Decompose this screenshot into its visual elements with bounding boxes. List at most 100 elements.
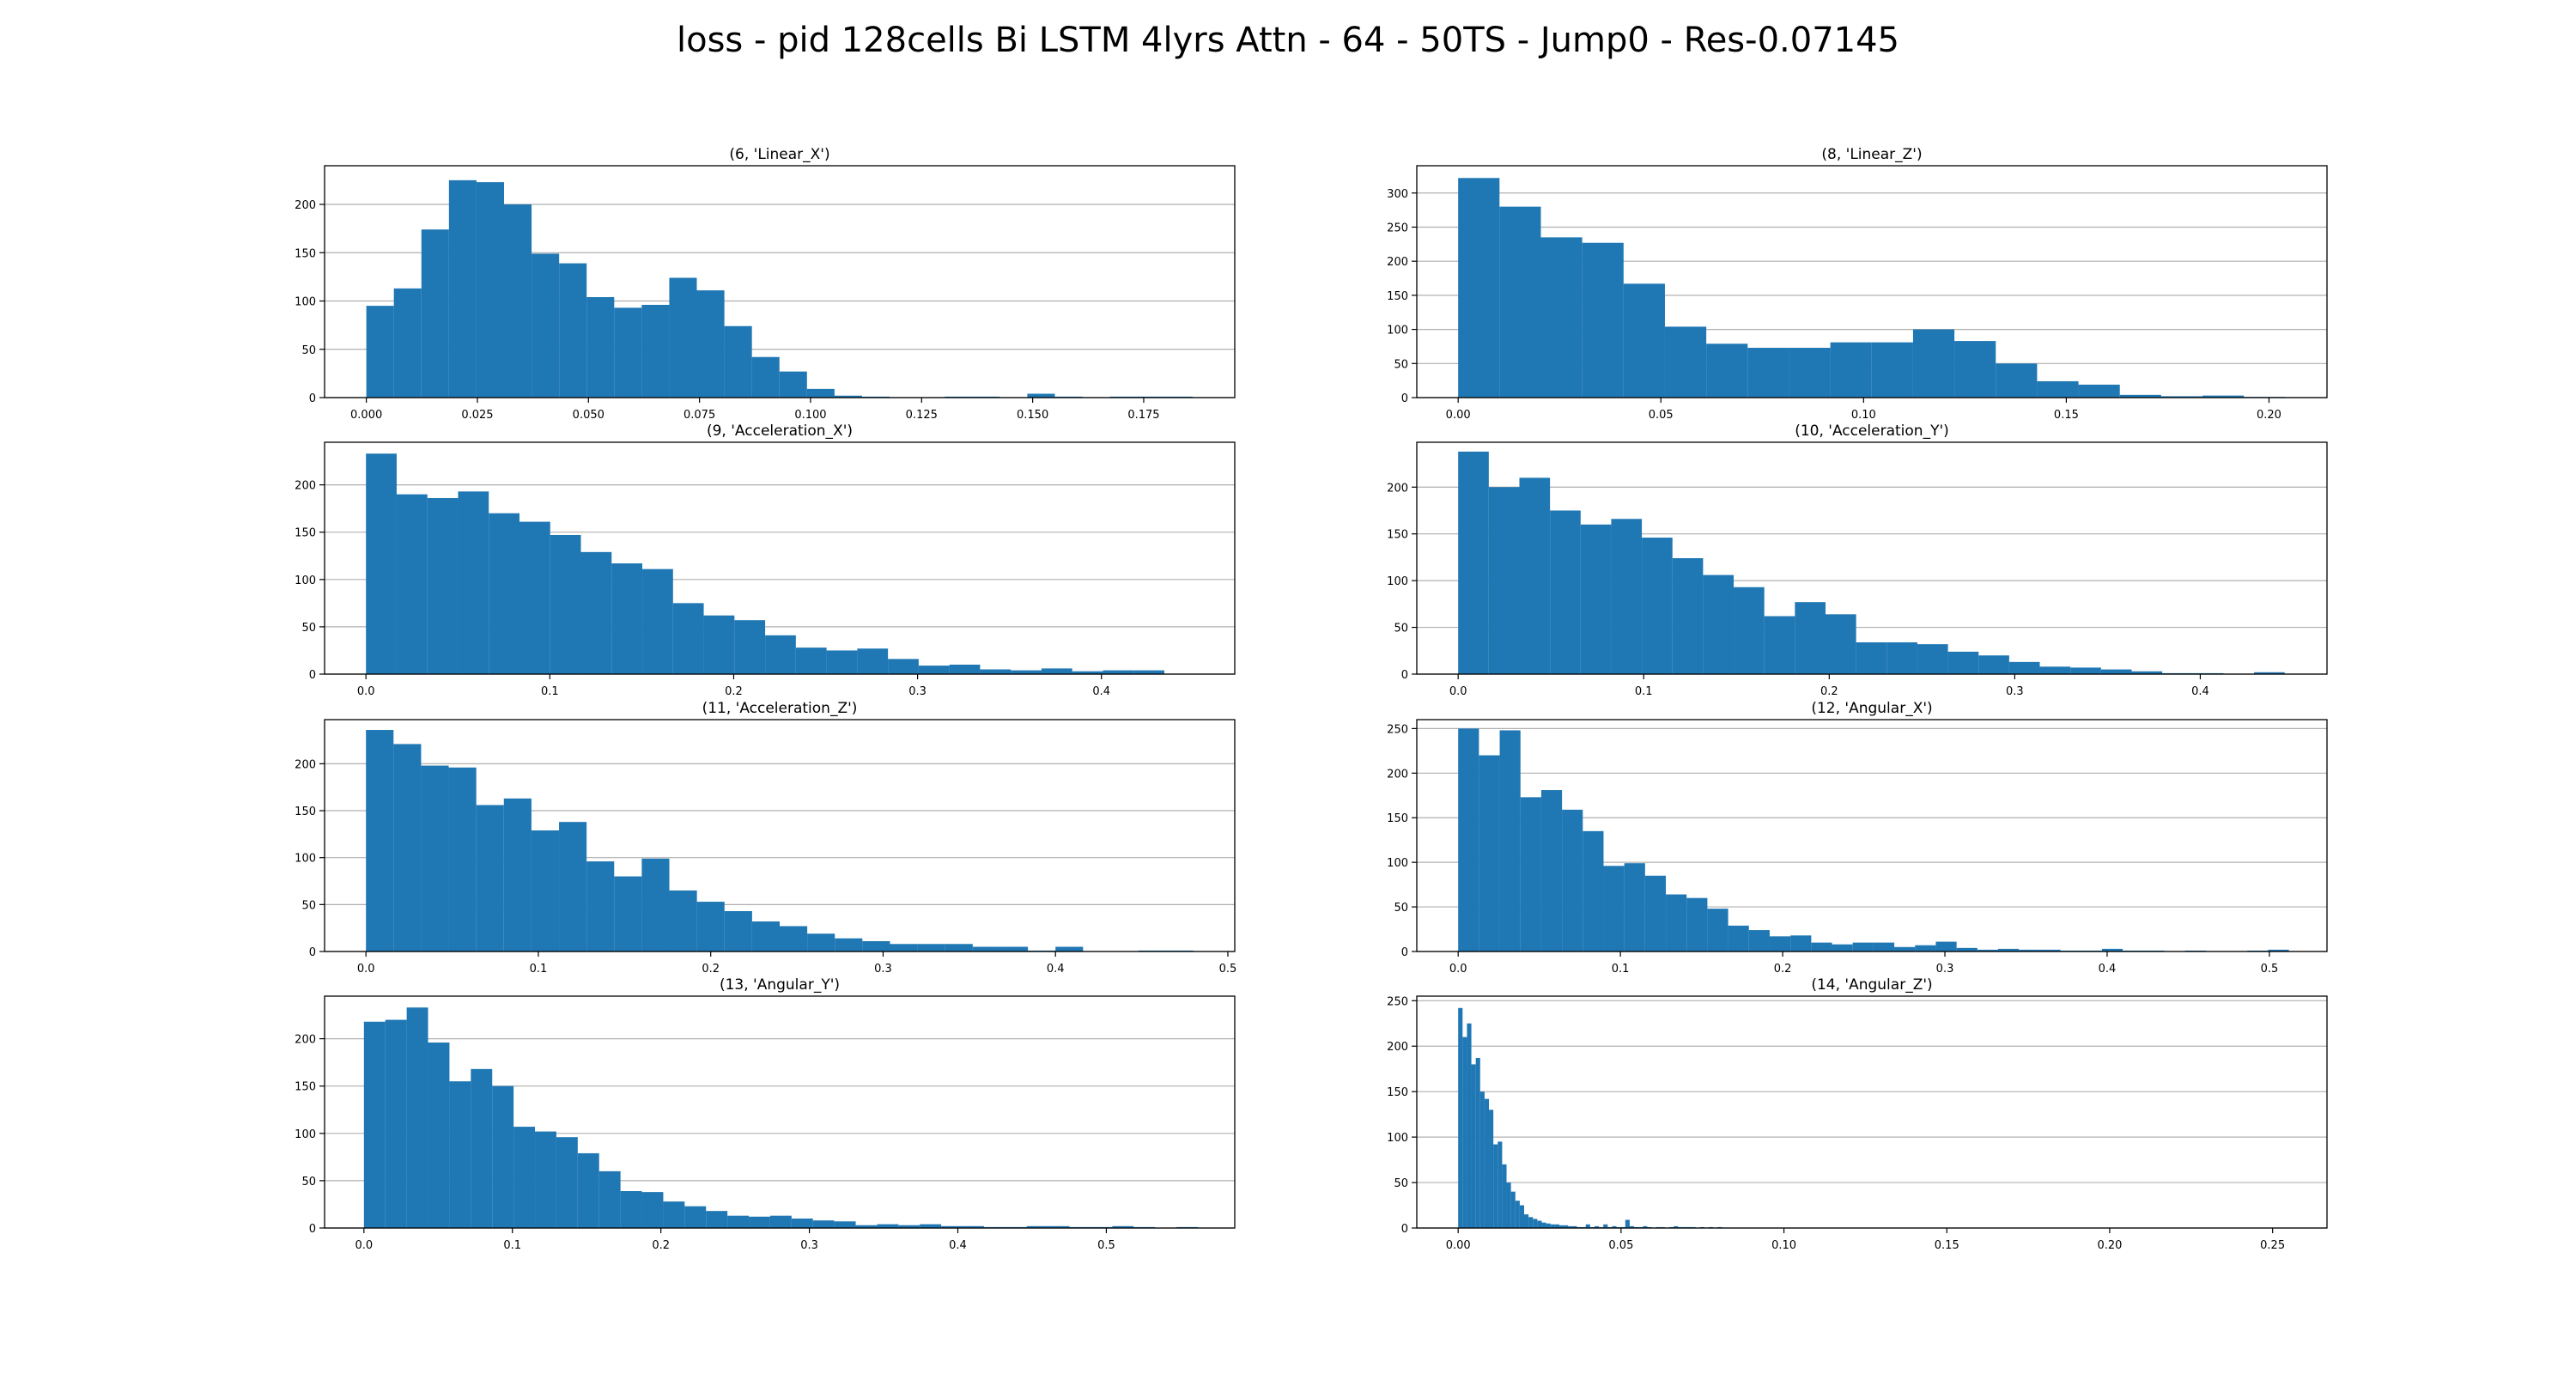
y-tick-label: 200 <box>295 480 316 493</box>
histogram-bar <box>2101 948 2123 951</box>
y-tick-label: 250 <box>1387 995 1408 1008</box>
axes-frame <box>324 995 1236 1229</box>
histogram-bar <box>1582 242 1624 398</box>
histogram-bar <box>945 944 973 951</box>
x-tick-label: 0.0 <box>1449 963 1467 976</box>
histogram-bar <box>949 664 981 674</box>
histogram-bar <box>1499 206 1541 398</box>
histogram-bar <box>1475 1058 1480 1228</box>
axes-frame <box>324 441 1236 675</box>
axes-frame <box>324 165 1236 398</box>
histogram-bar <box>855 1225 878 1228</box>
histogram-bar <box>393 288 422 398</box>
histogram-bar <box>963 1225 984 1228</box>
histogram-bar <box>1611 519 1643 674</box>
y-tick-label: 300 <box>1387 188 1408 201</box>
y-tick-label: 0 <box>1401 669 1408 682</box>
subplot-title: (8, 'Linear_Z') <box>1821 146 1922 163</box>
histogram-bar <box>1748 930 1770 951</box>
histogram-bar <box>448 767 477 951</box>
histogram-bar <box>2268 949 2289 951</box>
y-tick-label: 0 <box>309 392 316 405</box>
histogram-bar <box>791 1218 813 1228</box>
histogram-bar <box>1048 1225 1070 1228</box>
histogram-bar <box>2008 661 2040 674</box>
histogram-bar <box>1856 641 1887 674</box>
x-tick-label: 0.2 <box>652 1239 670 1252</box>
x-tick-label: 0.100 <box>794 409 826 422</box>
subplot-title: (10, 'Acceleration_Y') <box>1795 423 1949 440</box>
histogram-bar <box>724 325 752 398</box>
histogram-bar <box>1572 1225 1577 1228</box>
y-tick-label: 50 <box>301 622 316 635</box>
histogram-bar <box>1915 945 1936 951</box>
histogram-bar <box>492 1085 514 1228</box>
histogram-bar <box>835 938 863 951</box>
y-tick-label: 200 <box>295 199 316 212</box>
histogram-bar <box>1112 1225 1134 1228</box>
histogram-bar <box>917 944 945 951</box>
y-tick-label: 0 <box>309 1223 316 1236</box>
x-tick-label: 0.1 <box>503 1239 521 1252</box>
histogram-bar <box>471 1068 493 1228</box>
histogram-bar <box>1935 941 1957 951</box>
x-tick-label: 0.15 <box>1935 1239 1959 1252</box>
histogram-bar <box>366 306 394 398</box>
histogram-bar <box>877 1224 899 1228</box>
histogram-bar <box>1510 1191 1516 1228</box>
y-tick-label: 100 <box>295 296 316 309</box>
x-tick-label: 0.5 <box>2261 963 2279 976</box>
x-tick-label: 0.4 <box>2099 963 2117 976</box>
histogram-bar <box>428 1043 450 1228</box>
histogram-bar <box>2119 394 2161 398</box>
x-tick-label: 0.0 <box>357 685 375 698</box>
histogram-bar <box>1528 1217 1534 1228</box>
histogram-bar <box>1568 1225 1573 1228</box>
histogram-bar <box>1585 1224 1590 1228</box>
x-tick-label: 0.2 <box>725 685 743 698</box>
histogram-bar <box>535 1131 556 1228</box>
x-tick-label: 0.3 <box>874 963 892 976</box>
histogram-bar <box>1462 1037 1467 1228</box>
histogram-bar <box>559 263 587 398</box>
y-tick-label: 150 <box>295 806 316 818</box>
histogram-bar <box>834 395 862 398</box>
y-tick-label: 50 <box>301 344 316 357</box>
histogram-bar <box>1488 487 1520 674</box>
histogram-bar <box>559 822 587 951</box>
histogram-bar <box>1894 946 1916 951</box>
x-tick-label: 0.5 <box>1097 1239 1115 1252</box>
histogram-bar <box>779 371 807 398</box>
y-tick-label: 100 <box>295 575 316 587</box>
y-tick-label: 50 <box>301 1176 316 1189</box>
histogram-bar <box>1603 866 1625 951</box>
histogram-bar <box>806 388 835 398</box>
histogram-bar <box>1623 283 1665 398</box>
histogram-bar <box>641 1192 664 1228</box>
y-tick-label: 0 <box>309 669 316 682</box>
histogram-bar <box>1954 341 1996 398</box>
histogram-bar <box>1642 538 1673 674</box>
histogram-bar <box>2078 384 2120 398</box>
histogram-bar <box>1072 671 1103 674</box>
x-tick-label: 0.20 <box>2097 1239 2122 1252</box>
histogram-bar <box>580 551 612 674</box>
histogram-bar <box>1458 1007 1463 1228</box>
histogram-bar <box>1506 1182 1511 1228</box>
histogram-bar <box>888 659 919 674</box>
y-tick-label: 50 <box>301 899 316 912</box>
histogram-panel-3: 0.0 0.1 0.2 0.3 0.4 0 50 100 150 200 (10, 'Acceler… <box>1387 423 2328 698</box>
histogram-bar <box>1825 614 1856 674</box>
histogram-bar <box>476 805 504 951</box>
histogram-bar <box>449 1081 471 1228</box>
x-tick-label: 0.00 <box>1446 409 1471 422</box>
histogram-bar <box>1027 393 1055 398</box>
histogram-bar <box>1550 510 1581 674</box>
y-tick-label: 150 <box>1387 1086 1408 1099</box>
histogram-bar <box>642 568 673 674</box>
histogram-bar <box>385 1019 407 1228</box>
x-tick-label: 0.075 <box>683 409 715 422</box>
histogram-bar <box>727 1215 750 1228</box>
y-tick-label: 0 <box>309 946 316 959</box>
histogram-bar <box>1790 935 1812 951</box>
